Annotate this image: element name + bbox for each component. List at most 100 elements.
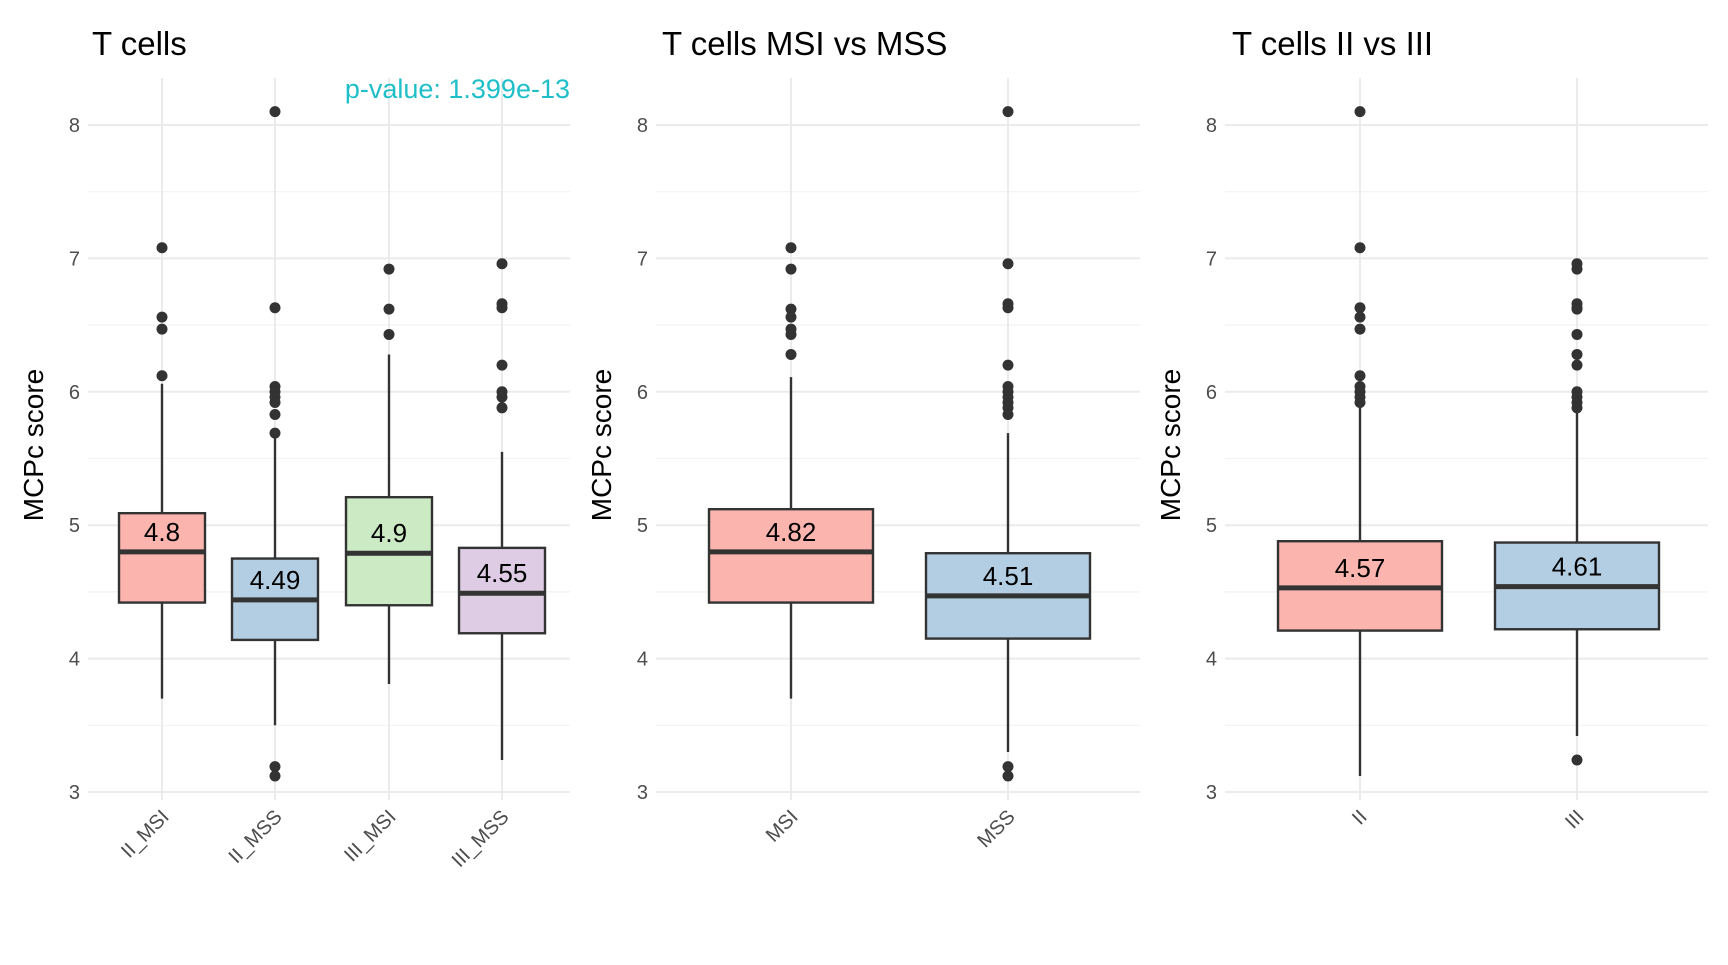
x-tick-label: III_MSS: [448, 806, 514, 872]
median-label: 4.82: [766, 517, 817, 547]
outlier-point: [1571, 359, 1583, 371]
outlier-point: [269, 302, 281, 314]
outlier-point: [269, 408, 281, 420]
panel-2: 3 4 5 6 7 8 T cells MSI vs MSS MCPc score 4.82 MS…: [586, 25, 1140, 852]
x-tick-label: MSS: [973, 806, 1019, 852]
outlier-point: [785, 242, 797, 254]
outlier-point: [496, 402, 508, 414]
outlier-point: [496, 258, 508, 270]
outlier-point: [1002, 770, 1014, 782]
outlier-point: [383, 263, 395, 275]
outlier-point: [1002, 761, 1014, 773]
x-tick-label: III: [1561, 806, 1588, 833]
y-axis-label: MCPc score: [18, 369, 49, 521]
chart-title: T cells: [92, 25, 187, 62]
y-tick-label: 8: [637, 115, 648, 137]
panel-1: 3 4 5 6 7 8 T cells MCPc score 4.8 II_MSI 4.49 II_M…: [18, 25, 570, 872]
median-label: 4.8: [144, 517, 180, 547]
y-tick-label: 6: [69, 382, 80, 404]
outlier-point: [1571, 754, 1583, 766]
box-III_MSI: 4.9 III_MSI: [340, 263, 434, 866]
outlier-point: [1354, 396, 1366, 408]
outlier-point: [1571, 303, 1583, 315]
box-II: 4.57 II: [1276, 106, 1444, 829]
outlier-point: [785, 328, 797, 340]
box-III: 4.61 III: [1493, 258, 1661, 833]
box-MSI: 4.82 MSI: [707, 242, 875, 847]
outlier-point: [1002, 258, 1014, 270]
y-tick-label: 7: [69, 248, 80, 270]
box-iqr: [117, 511, 207, 604]
y-axis-label: MCPc score: [586, 369, 617, 521]
outlier-point: [1571, 263, 1583, 275]
outlier-point: [1002, 359, 1014, 371]
outlier-point: [1002, 106, 1014, 118]
y-tick-label: 8: [1206, 115, 1217, 137]
y-axis-label: MCPc score: [1155, 369, 1186, 521]
y-tick-label: 7: [1206, 248, 1217, 270]
outlier-point: [269, 761, 281, 773]
outlier-point: [1354, 106, 1366, 118]
outlier-point: [1571, 402, 1583, 414]
x-tick-label: MSI: [762, 806, 803, 847]
y-tick-label: 5: [1206, 515, 1217, 537]
outlier-point: [383, 328, 395, 340]
outlier-point: [269, 106, 281, 118]
median-label: 4.9: [371, 518, 407, 548]
y-tick-label: 5: [637, 515, 648, 537]
y-tick-label: 4: [1206, 649, 1217, 671]
box-iqr: [457, 546, 547, 635]
median-label: 4.49: [250, 565, 301, 595]
y-tick-label: 6: [637, 382, 648, 404]
outlier-point: [269, 427, 281, 439]
outlier-point: [1354, 302, 1366, 314]
outlier-point: [1571, 348, 1583, 360]
box-II_MSS: 4.49 II_MSS: [225, 106, 320, 868]
outlier-point: [1354, 311, 1366, 323]
outlier-point: [785, 263, 797, 275]
chart-title: T cells MSI vs MSS: [662, 25, 947, 62]
median-label: 4.57: [1335, 553, 1386, 583]
box-MSS: 4.51 MSS: [924, 106, 1092, 852]
y-tick-label: 3: [69, 782, 80, 804]
y-tick-label: 4: [69, 649, 80, 671]
outlier-point: [1354, 323, 1366, 335]
y-tick-label: 8: [69, 115, 80, 137]
y-tick-label: 3: [1206, 782, 1217, 804]
x-tick-label: II: [1348, 806, 1371, 829]
y-tick-label: 3: [637, 782, 648, 804]
outlier-point: [785, 303, 797, 315]
y-tick-label: 4: [637, 649, 648, 671]
outlier-point: [383, 303, 395, 315]
outlier-point: [269, 770, 281, 782]
outlier-point: [269, 396, 281, 408]
box-iqr: [707, 507, 875, 604]
outlier-point: [1354, 242, 1366, 254]
y-tick-label: 7: [637, 248, 648, 270]
outlier-point: [1354, 370, 1366, 382]
y-tick-label: 5: [69, 515, 80, 537]
y-tick-label: 6: [1206, 382, 1217, 404]
x-tick-label: III_MSI: [340, 806, 400, 866]
box-III_MSS: 4.55 III_MSS: [448, 258, 547, 872]
outlier-point: [156, 311, 168, 323]
median-label: 4.51: [983, 561, 1034, 591]
outlier-point: [1002, 302, 1014, 314]
chart-title: T cells II vs III: [1232, 25, 1433, 62]
outlier-point: [1571, 328, 1583, 340]
outlier-point: [785, 348, 797, 360]
median-label: 4.55: [477, 558, 528, 588]
outlier-point: [785, 311, 797, 323]
x-tick-label: II_MSI: [117, 806, 173, 862]
outlier-point: [496, 359, 508, 371]
p-value-annotation: p-value: 1.399e-13: [345, 74, 570, 104]
outlier-point: [156, 323, 168, 335]
outlier-point: [156, 370, 168, 382]
outlier-point: [1002, 408, 1014, 420]
outlier-point: [496, 302, 508, 314]
outlier-point: [496, 391, 508, 403]
outlier-point: [156, 242, 168, 254]
